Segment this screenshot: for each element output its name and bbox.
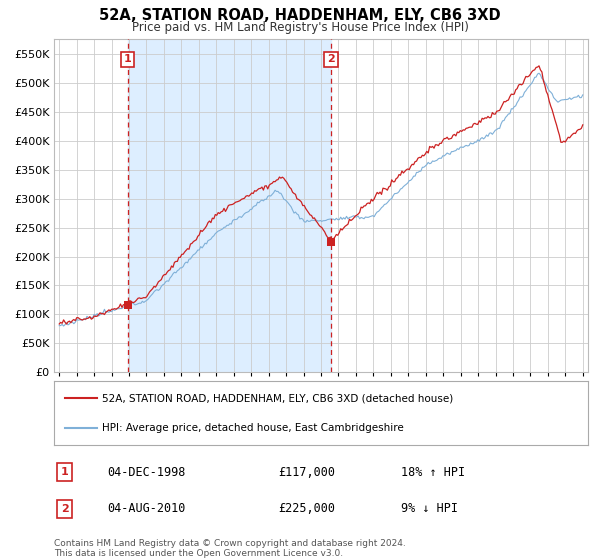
Text: 52A, STATION ROAD, HADDENHAM, ELY, CB6 3XD: 52A, STATION ROAD, HADDENHAM, ELY, CB6 3… <box>99 8 501 24</box>
Text: 2: 2 <box>327 54 335 64</box>
Text: 2: 2 <box>61 504 68 514</box>
Text: Contains HM Land Registry data © Crown copyright and database right 2024.
This d: Contains HM Land Registry data © Crown c… <box>54 539 406 558</box>
Text: 1: 1 <box>124 54 131 64</box>
Text: 18% ↑ HPI: 18% ↑ HPI <box>401 466 465 479</box>
Text: 52A, STATION ROAD, HADDENHAM, ELY, CB6 3XD (detached house): 52A, STATION ROAD, HADDENHAM, ELY, CB6 3… <box>102 393 454 403</box>
Text: 04-DEC-1998: 04-DEC-1998 <box>107 466 186 479</box>
Text: 1: 1 <box>61 468 68 477</box>
Text: 04-AUG-2010: 04-AUG-2010 <box>107 502 186 515</box>
Text: HPI: Average price, detached house, East Cambridgeshire: HPI: Average price, detached house, East… <box>102 423 404 433</box>
Text: £225,000: £225,000 <box>278 502 335 515</box>
Text: 9% ↓ HPI: 9% ↓ HPI <box>401 502 458 515</box>
Bar <box>128 39 331 372</box>
Text: Price paid vs. HM Land Registry's House Price Index (HPI): Price paid vs. HM Land Registry's House … <box>131 21 469 34</box>
Text: £117,000: £117,000 <box>278 466 335 479</box>
